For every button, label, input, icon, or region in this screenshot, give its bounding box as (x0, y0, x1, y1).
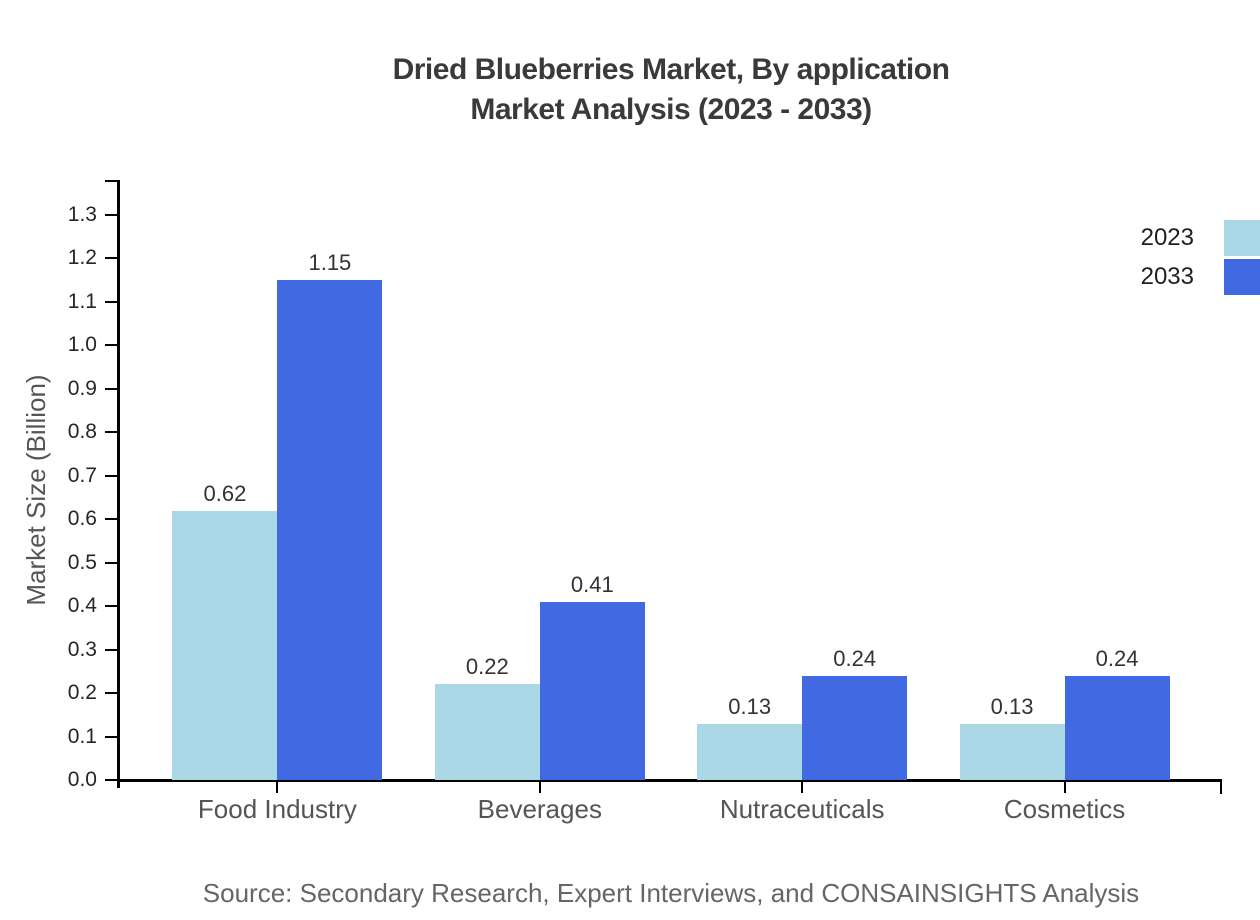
bar-value-label: 0.62 (203, 480, 247, 506)
y-tick-label: 0.8 (67, 420, 97, 444)
x-tick-label: Cosmetics (1003, 794, 1126, 824)
y-axis-title: Market Size (Billion) (21, 374, 51, 606)
bar-2033-beverages (539, 601, 645, 780)
legend-label-2033: 2033 (1140, 263, 1194, 290)
chart-title-line1: Dried Blueberries Market, By application (392, 53, 950, 86)
y-tick-label: 0.4 (67, 594, 97, 618)
x-tick (276, 782, 279, 793)
bar-value-label: 0.13 (990, 693, 1034, 719)
bar-2033-nutraceuticals (802, 675, 908, 780)
y-tick (105, 214, 117, 216)
y-tick (105, 474, 117, 477)
legend-item-2023: 2023 (1141, 220, 1260, 256)
y-tick-label: 1.1 (67, 289, 97, 313)
legend-item-2033: 2033 (1141, 259, 1260, 295)
y-tick (105, 257, 117, 260)
bar-value-label: 0.22 (465, 654, 509, 680)
y-tick-label: 1.2 (67, 246, 97, 270)
bar-value-label: 0.24 (833, 645, 877, 671)
y-tick-label: 0.9 (67, 376, 97, 400)
y-tick (105, 561, 117, 564)
legend: 2023 2033 (1141, 220, 1260, 295)
y-tick-label: 0.5 (67, 550, 97, 574)
bar-value-label: 0.24 (1095, 645, 1139, 671)
y-tick-label: 0.0 (67, 768, 97, 791)
y-tick-label: 0.2 (67, 681, 97, 705)
y-tick-label: 0.6 (67, 507, 97, 531)
bar-value-label: 1.15 (308, 250, 352, 276)
y-tick (105, 779, 117, 781)
y-tick (105, 300, 117, 303)
y-tick-label: 1.3 (67, 203, 97, 226)
y-tick (105, 518, 117, 521)
x-tick (1063, 782, 1066, 793)
chart-title-line2: Market Analysis (2023 - 2033) (470, 93, 872, 126)
legend-label-2023: 2023 (1140, 224, 1194, 251)
y-tick (105, 648, 117, 651)
bar-2023-cosmetics (959, 723, 1065, 780)
bar-2033-food-industry (277, 280, 383, 780)
x-axis-endcap (1220, 782, 1222, 794)
x-tick (801, 782, 804, 793)
y-tick-label: 1.0 (67, 333, 97, 357)
x-tick-label: Food Industry (197, 794, 357, 824)
bar-2033-cosmetics (1064, 675, 1170, 780)
bar-2023-nutraceuticals (697, 723, 803, 780)
y-tick-label: 0.7 (67, 463, 97, 487)
y-tick (105, 735, 117, 738)
x-tick (538, 782, 541, 793)
y-tick (105, 344, 117, 347)
chart-title: Dried Blueberries Market, By application… (120, 50, 1222, 130)
y-tick-label: 0.3 (67, 637, 97, 661)
y-tick (105, 431, 117, 434)
bar-value-label: 0.41 (570, 571, 614, 597)
y-tick (105, 605, 117, 608)
bar-2023-food-industry (172, 510, 278, 780)
bar-value-label: 0.13 (728, 693, 772, 719)
x-axis-line (117, 779, 1222, 782)
y-axis-endcap (105, 180, 117, 182)
y-tick-label: 0.1 (67, 724, 97, 748)
y-tick (105, 692, 117, 695)
y-axis-line (117, 180, 120, 788)
x-tick-label: Nutraceuticals (719, 794, 885, 824)
legend-swatch-2033 (1224, 259, 1260, 295)
x-tick-label: Beverages (477, 794, 602, 824)
bar-2023-beverages (434, 684, 540, 780)
y-tick (105, 387, 117, 390)
legend-swatch-2023 (1224, 220, 1260, 256)
source-note: Source: Secondary Research, Expert Inter… (202, 878, 1140, 908)
